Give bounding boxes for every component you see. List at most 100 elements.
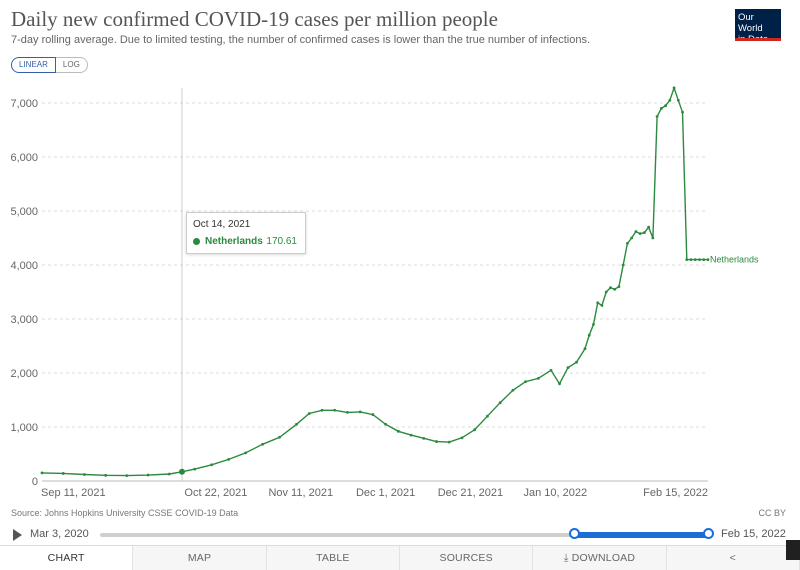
tooltip-date: Oct 14, 2021 bbox=[193, 219, 251, 230]
data-point bbox=[617, 285, 621, 288]
scale-toggle: LINEAR LOG bbox=[11, 57, 88, 73]
data-point bbox=[486, 414, 489, 418]
x-tick-label: Feb 15, 2022 bbox=[643, 487, 708, 499]
tooltip-value: 170.61 bbox=[266, 236, 297, 247]
data-point bbox=[371, 413, 375, 416]
data-point bbox=[626, 242, 629, 245]
x-tick-label: Nov 11, 2021 bbox=[268, 487, 333, 499]
data-point bbox=[642, 231, 646, 235]
data-point bbox=[604, 290, 608, 294]
share-icon: < bbox=[729, 552, 736, 564]
data-point bbox=[227, 458, 231, 461]
tab-share[interactable]: < bbox=[667, 546, 800, 570]
data-point bbox=[600, 304, 604, 307]
data-point bbox=[647, 225, 651, 229]
data-point bbox=[524, 380, 527, 384]
data-point bbox=[634, 230, 638, 233]
data-point bbox=[583, 347, 587, 351]
data-point bbox=[346, 411, 349, 414]
tab-download-label: DOWNLOAD bbox=[571, 552, 636, 564]
data-point bbox=[125, 474, 129, 477]
data-point bbox=[61, 472, 65, 475]
license-link[interactable]: CC BY bbox=[758, 508, 786, 518]
line-chart[interactable]: 0 1,000 2,000 3,000 4,000 5,000 6,000 7,000 Sep… bbox=[0, 0, 800, 500]
y-tick-label: 4,000 bbox=[10, 260, 38, 272]
data-point bbox=[592, 323, 595, 326]
data-point bbox=[549, 368, 553, 372]
tab-chart[interactable]: CHART bbox=[0, 546, 134, 570]
hovered-data-point bbox=[178, 468, 185, 475]
tab-table[interactable]: TABLE bbox=[267, 546, 400, 570]
tab-map[interactable]: MAP bbox=[133, 546, 267, 570]
series-label-netherlands: Netherlands bbox=[710, 255, 759, 265]
linear-scale-button[interactable]: LINEAR bbox=[11, 57, 56, 73]
tab-bar: CHART MAP TABLE SOURCES ⤓ DOWNLOAD < bbox=[0, 545, 800, 570]
data-point bbox=[621, 263, 625, 267]
data-point bbox=[278, 435, 281, 439]
tooltip: Oct 14, 2021 Netherlands 170.61 bbox=[186, 212, 306, 254]
x-tick-label: Oct 22, 2021 bbox=[184, 487, 247, 499]
y-tick-label: 5,000 bbox=[10, 206, 38, 218]
data-point bbox=[104, 473, 108, 477]
x-tick-label: Dec 1, 2021 bbox=[356, 487, 415, 499]
log-scale-button[interactable]: LOG bbox=[55, 57, 88, 73]
data-point bbox=[447, 440, 451, 444]
data-point bbox=[422, 436, 426, 440]
timeline-start-handle[interactable] bbox=[569, 528, 580, 539]
play-icon[interactable] bbox=[13, 529, 22, 541]
timeline-start-label: Mar 3, 2020 bbox=[30, 528, 89, 540]
data-point bbox=[396, 429, 400, 433]
timeline-end-handle[interactable] bbox=[703, 528, 714, 539]
y-tick-label: 0 bbox=[32, 476, 38, 488]
data-point bbox=[668, 98, 672, 102]
data-point bbox=[655, 115, 659, 118]
data-point bbox=[333, 408, 337, 412]
data-point bbox=[320, 408, 324, 412]
data-point bbox=[566, 366, 570, 369]
data-point bbox=[295, 422, 298, 426]
data-point bbox=[613, 287, 617, 291]
y-tick-label: 6,000 bbox=[10, 152, 38, 164]
chart-title: Daily new confirmed COVID-19 cases per m… bbox=[11, 7, 498, 31]
tab-download[interactable]: ⤓ DOWNLOAD bbox=[533, 546, 667, 570]
data-point bbox=[659, 107, 663, 110]
y-tick-label: 3,000 bbox=[10, 314, 38, 326]
tooltip-entity: Netherlands bbox=[205, 236, 263, 247]
data-point bbox=[435, 440, 438, 443]
timeline: Mar 3, 2020 Feb 15, 2022 bbox=[0, 525, 800, 545]
data-point bbox=[409, 433, 413, 437]
tooltip-legend-dot bbox=[193, 238, 200, 245]
data-point bbox=[536, 377, 540, 380]
data-point bbox=[307, 412, 311, 415]
data-point bbox=[384, 422, 388, 426]
data-point bbox=[558, 382, 561, 386]
data-point bbox=[473, 428, 477, 432]
tab-sources[interactable]: SOURCES bbox=[400, 546, 534, 570]
logo-line-1: Our World bbox=[738, 12, 763, 34]
data-point bbox=[498, 401, 502, 405]
timeline-end-label: Feb 15, 2022 bbox=[721, 528, 786, 540]
source-note[interactable]: Source: Johns Hopkins University CSSE CO… bbox=[11, 508, 239, 518]
download-icon: ⤓ bbox=[563, 552, 572, 564]
x-tick-label: Dec 21, 2021 bbox=[438, 487, 503, 499]
data-point bbox=[244, 451, 248, 455]
data-point bbox=[146, 473, 150, 477]
data-point bbox=[210, 463, 214, 467]
data-point bbox=[664, 104, 667, 108]
data-point bbox=[706, 258, 710, 261]
data-point bbox=[689, 258, 693, 261]
data-point bbox=[693, 258, 697, 261]
timeline-track[interactable] bbox=[100, 533, 708, 537]
data-point bbox=[651, 236, 655, 240]
data-point bbox=[358, 410, 362, 414]
data-point bbox=[630, 236, 634, 240]
data-point bbox=[261, 442, 264, 446]
owid-logo[interactable]: Our World in Data bbox=[735, 9, 781, 45]
data-point bbox=[587, 333, 591, 337]
data-point bbox=[460, 436, 464, 440]
x-tick-label: Sep 11, 2021 bbox=[41, 487, 106, 499]
data-point bbox=[672, 86, 676, 90]
y-tick-label: 2,000 bbox=[10, 368, 38, 380]
data-point bbox=[698, 258, 701, 261]
data-point bbox=[40, 471, 44, 475]
